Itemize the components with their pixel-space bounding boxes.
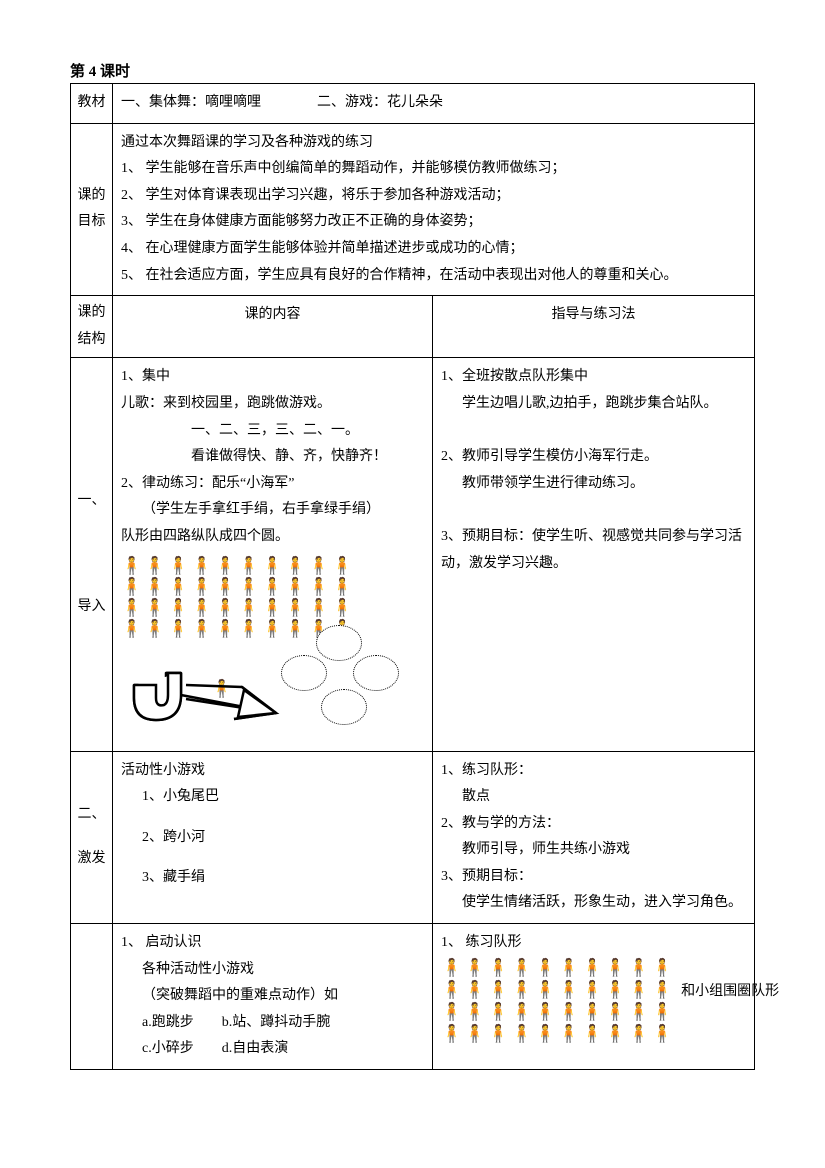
text-line: 2、教师引导学生模仿小海军行走。 <box>441 444 746 471</box>
formation-circle <box>321 689 367 725</box>
materials-value: 一、集体舞：嘀哩嘀哩 二、游戏：花儿朵朵 <box>113 84 755 124</box>
text-line: 1、集中 <box>121 364 424 391</box>
formation-circle <box>316 625 362 661</box>
row-section-3: 1、 启动认识 各种活动性小游戏 （突破舞蹈中的重难点动作）如 a.跑跳步 b.… <box>71 924 755 1070</box>
label-goals: 课的目标 <box>71 123 113 296</box>
formation-circle <box>353 655 399 691</box>
text-line: 看谁做得快、静、齐，快静齐！ <box>121 444 424 471</box>
text-line: 儿歌：来到校园里，跑跳做游戏。 <box>121 391 424 418</box>
text-line: a.跑跳步 b.站、蹲抖动手腕 <box>121 1010 424 1037</box>
text-line: （突破舞蹈中的重难点动作）如 <box>121 983 424 1010</box>
label-section-3 <box>71 924 113 1070</box>
label-structure: 课的结构 <box>71 296 113 358</box>
text-line: 1、全班按散点队形集中 <box>441 364 746 391</box>
text-line: 散点 <box>441 784 746 811</box>
text-line: 2、教与学的方法： <box>441 811 746 838</box>
goal-item: 4、 在心理健康方面学生能够体验并简单描述进步或成功的心情； <box>121 236 746 263</box>
row-materials: 教材 一、集体舞：嘀哩嘀哩 二、游戏：花儿朵朵 <box>71 84 755 124</box>
guide-header: 指导与练习法 <box>433 296 755 358</box>
section-1-guide: 1、全班按散点队形集中 学生边唱儿歌,边拍手，跑跳步集合站队。 2、教师引导学生… <box>433 358 755 751</box>
label-section-1: 一、 导入 <box>71 358 113 751</box>
goal-item: 2、 学生对体育课表现出学习兴趣，将乐于参加各种游戏活动； <box>121 183 746 210</box>
label-section-2: 二、 激发 <box>71 751 113 924</box>
text-line: 使学生情绪活跃，形象生动，进入学习角色。 <box>441 890 746 917</box>
section-3-content: 1、 启动认识 各种活动性小游戏 （突破舞蹈中的重难点动作）如 a.跑跳步 b.… <box>113 924 433 1070</box>
person-grid: 🧍 🧍 🧍 🧍 🧍 🧍 🧍 🧍 🧍 🧍 🧍 🧍 🧍 🧍 🧍 🧍 🧍 🧍 🧍 🧍 … <box>121 555 352 640</box>
text-line: （学生左手拿红手绢，右手拿绿手绢） <box>121 497 424 524</box>
formation-grid: 🧍 🧍 🧍 🧍 🧍 🧍 🧍 🧍 🧍 🧍 🧍 🧍 🧍 🧍 🧍 🧍 🧍 🧍 🧍 🧍 … <box>441 957 746 1045</box>
formation-circle <box>281 655 327 691</box>
row-section-2: 二、 激发 活动性小游戏 1、小兔尾巴 2、跨小河 3、藏手绢 1、练习队形： … <box>71 751 755 924</box>
label-materials: 教材 <box>71 84 113 124</box>
text-line: c.小碎步 d.自由表演 <box>121 1036 424 1063</box>
text-line: 2、跨小河 <box>121 825 424 852</box>
text-line: 各种活动性小游戏 <box>121 957 424 984</box>
text-line: 1、小兔尾巴 <box>121 784 424 811</box>
content-header: 课的内容 <box>113 296 433 358</box>
text-line: 2、律动练习：配乐“小海军” <box>121 471 424 498</box>
row-structure-header: 课的结构 课的内容 指导与练习法 <box>71 296 755 358</box>
section-2-guide: 1、练习队形： 散点 2、教与学的方法： 教师引导，师生共练小游戏 3、预期目标… <box>433 751 755 924</box>
text-line: 1、 练习队形 <box>441 930 746 957</box>
lesson-title: 第 4 课时 <box>70 60 755 81</box>
section-1-content: 1、集中 儿歌：来到校园里，跑跳做游戏。 一、二、三，三、二、一。 看谁做得快、… <box>113 358 433 751</box>
text-line: 1、练习队形： <box>441 758 746 785</box>
goal-item: 5、 在社会适应方面，学生应具有良好的合作精神，在活动中表现出对他人的尊重和关心… <box>121 263 746 290</box>
uturn-arrow-icon <box>126 665 286 735</box>
text-line: 一、二、三，三、二、一。 <box>121 418 424 445</box>
text-line: 1、 启动认识 <box>121 930 424 957</box>
text-line: 活动性小游戏 <box>121 758 424 785</box>
section-3-guide: 1、 练习队形 🧍 🧍 🧍 🧍 🧍 🧍 🧍 🧍 🧍 🧍 🧍 🧍 🧍 🧍 🧍 🧍 … <box>433 924 755 1070</box>
goal-item: 3、 学生在身体健康方面能够努力改正不正确的身体姿势； <box>121 209 746 236</box>
text-line: 教师引导，师生共练小游戏 <box>441 837 746 864</box>
lesson-plan-page: 第 4 课时 教材 一、集体舞：嘀哩嘀哩 二、游戏：花儿朵朵 课的目标 通过本次… <box>0 0 825 1110</box>
text-line: 学生边唱儿歌,边拍手，跑跳步集合站队。 <box>441 391 746 418</box>
goal-item: 1、 学生能够在音乐声中创编简单的舞蹈动作，并能够模仿教师做练习； <box>121 156 746 183</box>
text-line: 3、藏手绢 <box>121 865 424 892</box>
goals-cell: 通过本次舞蹈课的学习及各种游戏的练习 1、 学生能够在音乐声中创编简单的舞蹈动作… <box>113 123 755 296</box>
section-2-content: 活动性小游戏 1、小兔尾巴 2、跨小河 3、藏手绢 <box>113 751 433 924</box>
text-line: 3、预期目标： <box>441 864 746 891</box>
goals-intro: 通过本次舞蹈课的学习及各种游戏的练习 <box>121 130 746 157</box>
row-goals: 课的目标 通过本次舞蹈课的学习及各种游戏的练习 1、 学生能够在音乐声中创编简单… <box>71 123 755 296</box>
text-line: 队形由四路纵队成四个圆。 <box>121 524 424 551</box>
text-line: 教师带领学生进行律动练习。 <box>441 471 746 498</box>
formation-diagram: 🧍 🧍 🧍 🧍 🧍 🧍 🧍 🧍 🧍 🧍 🧍 🧍 🧍 🧍 🧍 🧍 🧍 🧍 🧍 🧍 … <box>121 555 421 745</box>
lesson-table: 教材 一、集体舞：嘀哩嘀哩 二、游戏：花儿朵朵 课的目标 通过本次舞蹈课的学习及… <box>70 83 755 1070</box>
text-line: 3、预期目标：使学生听、视感觉共同参与学习活动，激发学习兴趣。 <box>441 524 746 577</box>
row-section-1: 一、 导入 1、集中 儿歌：来到校园里，跑跳做游戏。 一、二、三，三、二、一。 … <box>71 358 755 751</box>
